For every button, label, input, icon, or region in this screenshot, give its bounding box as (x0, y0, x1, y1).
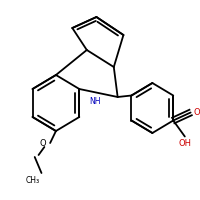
Text: OH: OH (178, 140, 191, 148)
Text: O: O (40, 138, 46, 148)
Text: CH₃: CH₃ (25, 176, 40, 185)
Text: NH: NH (89, 97, 100, 106)
Text: O: O (193, 108, 200, 117)
